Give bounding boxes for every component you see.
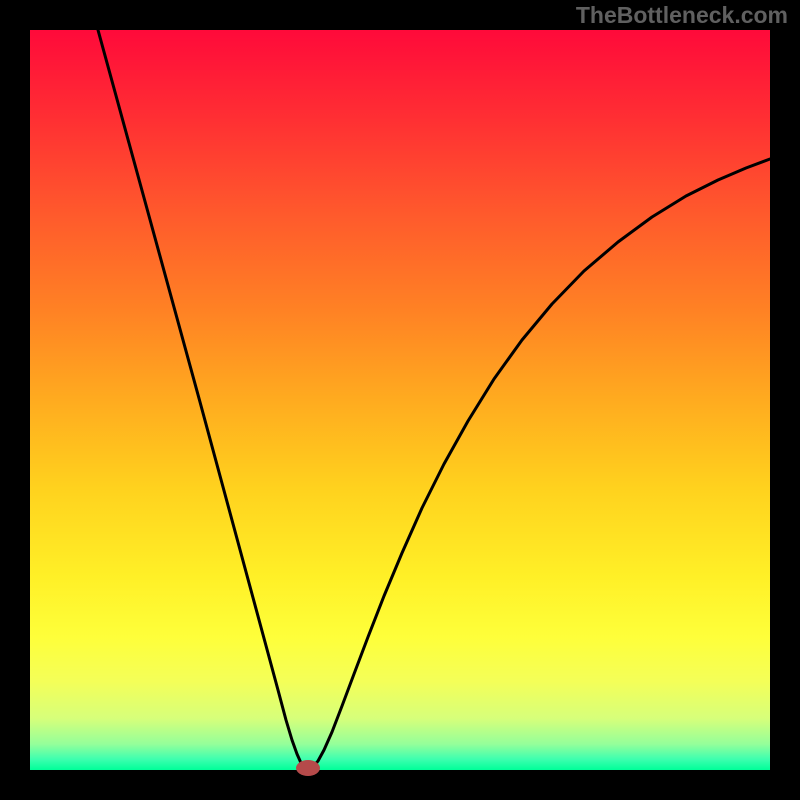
curve-layer [0,0,800,800]
watermark-text: TheBottleneck.com [576,2,788,29]
minimum-marker [296,760,320,776]
bottleneck-curve [98,30,770,769]
chart-container: TheBottleneck.com [0,0,800,800]
